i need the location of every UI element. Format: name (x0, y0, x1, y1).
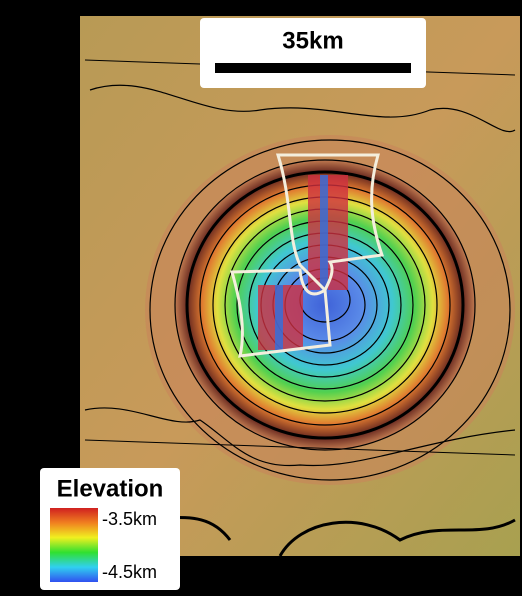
map (80, 16, 520, 557)
legend-title: Elevation (57, 475, 164, 502)
scale-label: 35km (282, 27, 343, 54)
legend-min: -4.5km (102, 562, 157, 582)
legend-max: -3.5km (102, 509, 157, 529)
scale-line (215, 63, 411, 73)
footprints (230, 153, 385, 358)
scale-bar: 35km (200, 18, 426, 88)
color-ramp (50, 508, 98, 582)
legend: Elevation -3.5km -4.5km (40, 468, 180, 590)
